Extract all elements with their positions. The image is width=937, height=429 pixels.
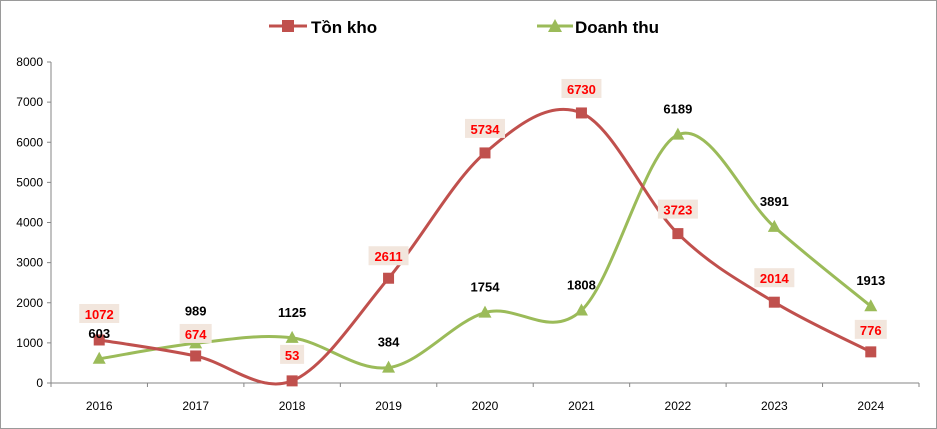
data-label-doanh-thu: 3891 (760, 194, 789, 209)
data-point-doanh-thu (767, 219, 781, 232)
data-label-ton-kho: 3723 (663, 203, 692, 218)
data-label-box-ton-kho (561, 78, 602, 98)
data-point-doanh-thu (285, 330, 299, 343)
x-tick-label: 2018 (279, 399, 306, 413)
data-labels-layer: 603 989 1125 384 1754 1808 6189 3891 1913 1072 674… (79, 78, 887, 364)
data-label-doanh-thu: 384 (378, 335, 400, 350)
x-tick-label: 2020 (472, 399, 499, 413)
data-point-doanh-thu (478, 305, 492, 318)
data-label-doanh-thu: 989 (185, 303, 207, 318)
x-tick-label: 2023 (761, 399, 788, 413)
legend: Tồn kho Doanh thu (269, 18, 659, 37)
data-point-ton-kho (768, 296, 780, 308)
data-point-doanh-thu (864, 299, 878, 312)
legend-item-doanh-thu: Doanh thu (537, 18, 659, 37)
data-label-box-ton-kho (368, 246, 409, 266)
series-layer (92, 107, 878, 387)
data-label-box-ton-kho (854, 319, 887, 339)
data-label-doanh-thu: 6189 (663, 102, 692, 117)
legend-marker-ton-kho (282, 20, 294, 32)
data-label-box-ton-kho (657, 199, 698, 219)
y-tick-label: 4000 (16, 216, 43, 230)
data-label-doanh-thu: 603 (88, 326, 110, 341)
axes: 0 1000 2000 3000 4000 5000 6000 7000 8000 2016 201… (16, 55, 920, 413)
data-point-doanh-thu (574, 303, 588, 316)
data-label-ton-kho: 6730 (567, 82, 596, 97)
x-tick-label: 2022 (665, 399, 692, 413)
data-point-doanh-thu (671, 127, 685, 140)
y-tick-label: 5000 (16, 175, 43, 189)
data-label-ton-kho: 2014 (760, 271, 790, 286)
data-point-ton-kho (865, 346, 877, 358)
legend-label-doanh-thu: Doanh thu (575, 18, 659, 37)
x-tick-label: 2016 (86, 399, 113, 413)
y-tick-label: 0 (36, 376, 43, 390)
data-label-ton-kho: 53 (285, 348, 299, 363)
x-tick-label: 2017 (182, 399, 209, 413)
data-label-ton-kho: 674 (185, 327, 207, 342)
data-point-ton-kho (286, 375, 298, 387)
y-tick-label: 7000 (16, 95, 43, 109)
data-label-box-ton-kho (754, 268, 795, 288)
data-label-box-ton-kho (179, 323, 212, 343)
data-label-ton-kho: 1072 (85, 307, 114, 322)
data-point-ton-kho (575, 107, 587, 119)
data-label-box-ton-kho (79, 303, 120, 323)
data-point-doanh-thu (92, 351, 106, 364)
legend-marker-doanh-thu (548, 19, 562, 32)
data-point-ton-kho (93, 334, 105, 346)
data-point-doanh-thu (382, 360, 396, 373)
data-label-ton-kho: 5734 (471, 122, 501, 137)
y-tick-label: 8000 (16, 55, 43, 69)
series-line-doanh-thu (98, 131, 872, 370)
data-label-doanh-thu: 1808 (567, 277, 596, 292)
y-tick-label: 3000 (16, 256, 43, 270)
data-label-ton-kho: 2611 (374, 249, 402, 264)
data-label-box-ton-kho (280, 344, 305, 364)
data-point-ton-kho (672, 228, 684, 240)
data-point-ton-kho (479, 147, 491, 159)
x-tick-label: 2019 (375, 399, 402, 413)
legend-label-ton-kho: Tồn kho (311, 18, 377, 37)
legend-item-ton-kho: Tồn kho (269, 18, 377, 37)
data-label-doanh-thu: 1754 (471, 280, 501, 295)
data-label-ton-kho: 776 (860, 323, 882, 338)
x-tick-label: 2024 (857, 399, 884, 413)
y-tick-label: 6000 (16, 135, 43, 149)
data-point-ton-kho (190, 350, 202, 362)
y-tick-label: 2000 (16, 296, 43, 310)
y-tick-label: 1000 (16, 336, 43, 350)
data-label-doanh-thu: 1125 (278, 305, 306, 320)
x-tick-label: 2021 (568, 399, 595, 413)
data-label-doanh-thu: 1913 (856, 273, 885, 288)
data-label-box-ton-kho (465, 118, 505, 138)
data-point-ton-kho (383, 272, 395, 284)
